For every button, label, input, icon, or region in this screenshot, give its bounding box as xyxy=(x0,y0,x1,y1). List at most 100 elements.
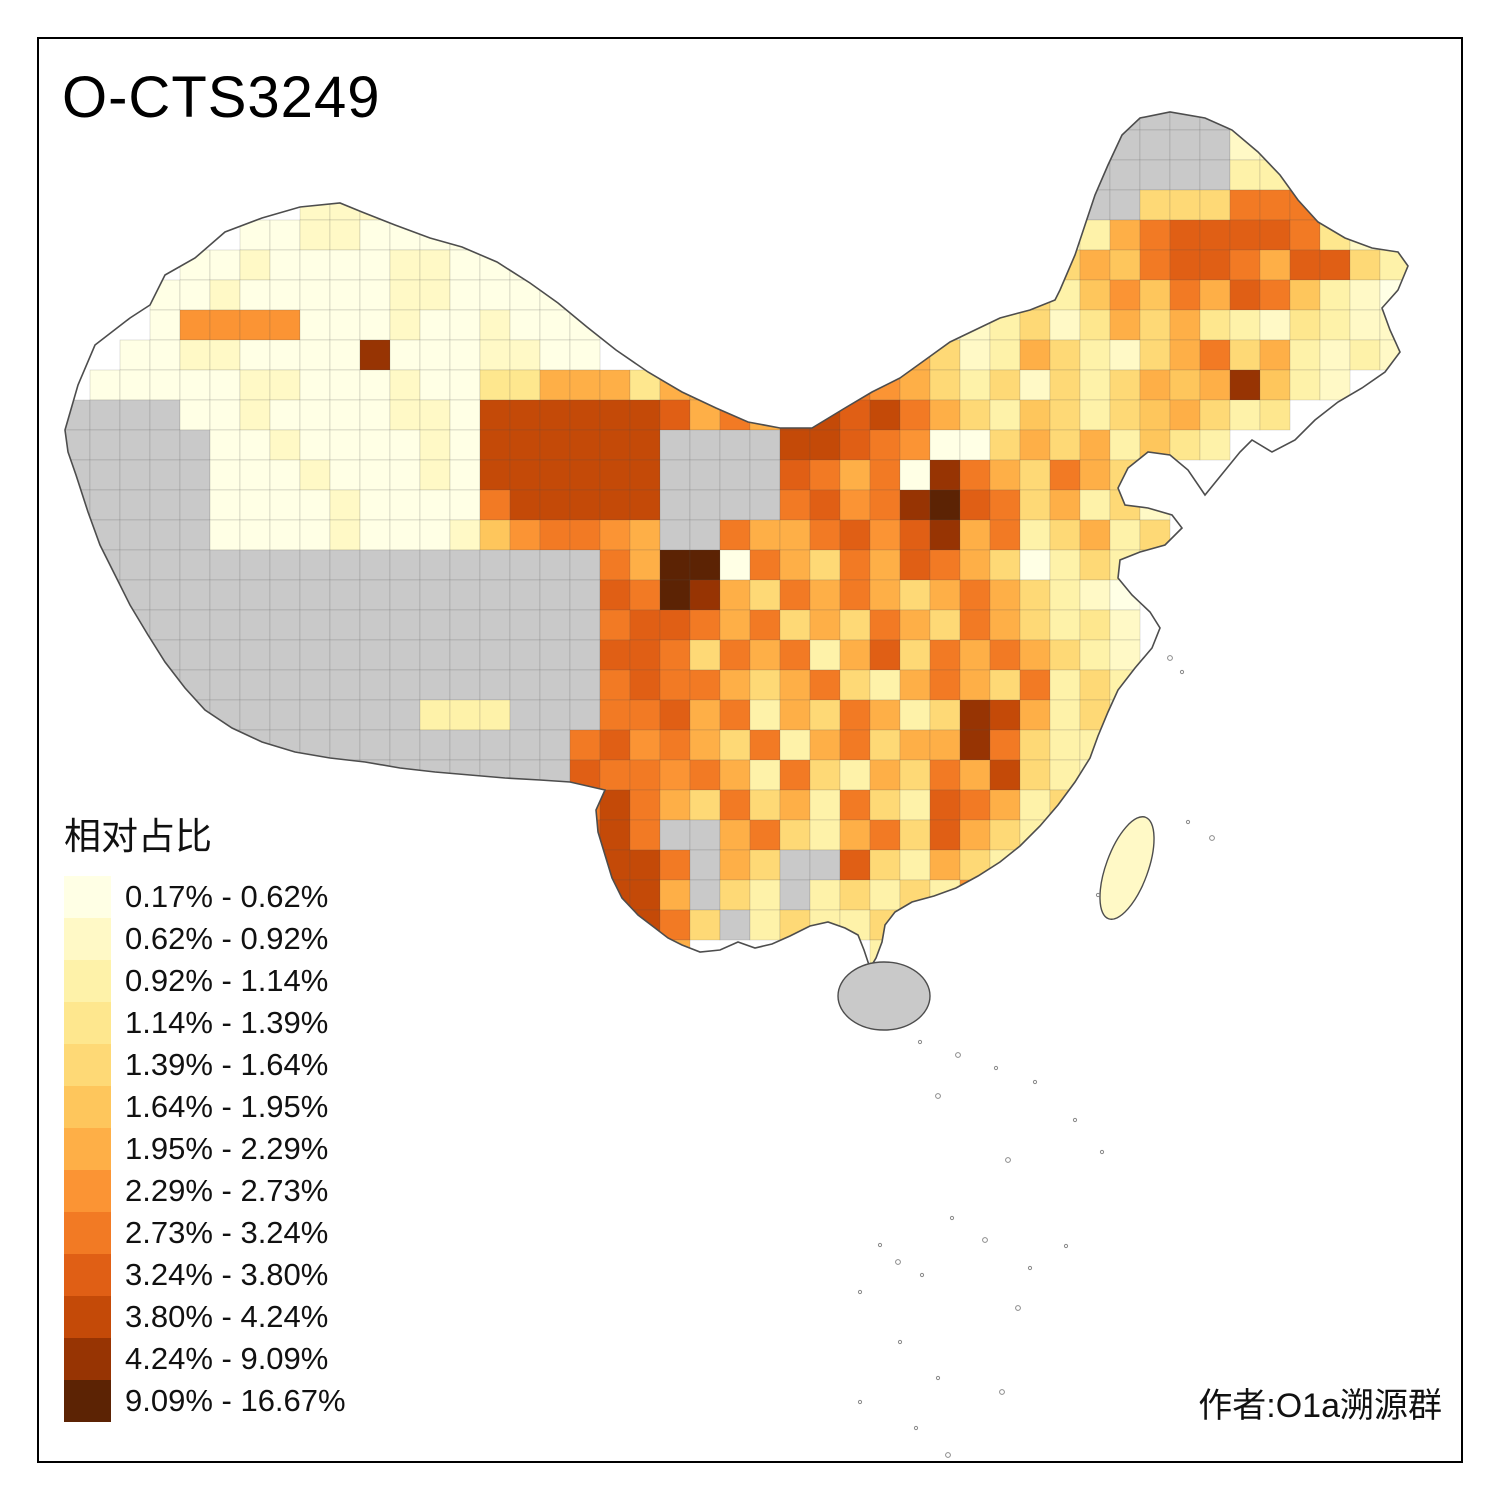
prefecture-cell xyxy=(1079,429,1111,461)
prefecture-cell xyxy=(419,489,451,521)
prefecture-cell xyxy=(749,489,781,521)
prefecture-cell xyxy=(989,339,1021,371)
prefecture-cell xyxy=(1019,879,1051,911)
prefecture-cell xyxy=(1049,549,1081,581)
legend-swatch xyxy=(64,1044,111,1086)
prefecture-cell xyxy=(779,879,811,911)
prefecture-cell xyxy=(1199,309,1231,341)
prefecture-cell xyxy=(269,219,301,251)
prefecture-cell xyxy=(539,519,571,551)
prefecture-cell xyxy=(569,459,601,491)
prefecture-cell xyxy=(809,669,841,701)
prefecture-cell xyxy=(179,519,211,551)
prefecture-cell xyxy=(389,669,421,701)
prefecture-cell xyxy=(869,789,901,821)
prefecture-cell xyxy=(539,729,571,761)
prefecture-cell xyxy=(419,579,451,611)
prefecture-cell xyxy=(1169,339,1201,371)
prefecture-cell xyxy=(329,489,361,521)
prefecture-cell xyxy=(1079,112,1111,131)
prefecture-cell xyxy=(779,579,811,611)
prefecture-cell xyxy=(659,939,691,968)
prefecture-cell xyxy=(119,549,151,581)
prefecture-cell xyxy=(65,519,91,551)
map-title: O-CTS3249 xyxy=(62,65,381,130)
prefecture-cell xyxy=(1169,189,1201,221)
prefecture-cell xyxy=(179,369,211,401)
prefecture-cell xyxy=(1019,489,1051,521)
prefecture-cell xyxy=(689,429,721,461)
prefecture-cell xyxy=(149,369,181,401)
prefecture-cell xyxy=(1259,129,1291,161)
prefecture-cell xyxy=(239,429,271,461)
prefecture-cell xyxy=(599,639,631,671)
prefecture-cell xyxy=(1199,189,1231,221)
prefecture-cell xyxy=(779,489,811,521)
prefecture-cell xyxy=(1019,459,1051,491)
prefecture-cell xyxy=(1199,129,1231,161)
legend-item: 2.73% - 3.24% xyxy=(64,1212,346,1254)
prefecture-cell xyxy=(1019,429,1051,461)
prefecture-cell xyxy=(689,849,721,881)
prefecture-cell xyxy=(599,819,631,851)
prefecture-cell xyxy=(989,489,1021,521)
prefecture-cell xyxy=(899,669,931,701)
prefecture-cell xyxy=(719,669,751,701)
prefecture-cell xyxy=(389,579,421,611)
prefecture-cell xyxy=(1259,219,1291,251)
prefecture-cell xyxy=(989,759,1021,791)
prefecture-cell xyxy=(749,459,781,491)
prefecture-cell xyxy=(209,729,241,761)
prefecture-cell xyxy=(989,579,1021,611)
prefecture-cell xyxy=(299,489,331,521)
prefecture-cell xyxy=(479,699,511,731)
prefecture-cell xyxy=(1139,309,1171,341)
prefecture-cell xyxy=(449,579,481,611)
prefecture-cell xyxy=(989,429,1021,461)
prefecture-cell xyxy=(839,759,871,791)
prefecture-cell xyxy=(989,399,1021,431)
prefecture-cell xyxy=(389,429,421,461)
legend-swatch xyxy=(64,1338,111,1380)
prefecture-cell xyxy=(389,309,421,341)
prefecture-cell xyxy=(449,669,481,701)
prefecture-cell xyxy=(569,699,601,731)
prefecture-cell xyxy=(419,759,451,791)
prefecture-cell xyxy=(1319,369,1351,401)
prefecture-cell xyxy=(719,429,751,461)
prefecture-cell xyxy=(179,699,211,731)
prefecture-cell xyxy=(929,519,961,551)
prefecture-cell xyxy=(1079,669,1111,701)
prefecture-cell xyxy=(749,579,781,611)
prefecture-cell xyxy=(389,279,421,311)
prefecture-cell xyxy=(1049,639,1081,671)
prefecture-cell xyxy=(149,309,181,341)
prefecture-cell xyxy=(119,699,151,731)
islet-dot xyxy=(895,1259,901,1265)
legend-label: 1.39% - 1.64% xyxy=(125,1047,329,1082)
prefecture-cell xyxy=(509,519,541,551)
prefecture-cell xyxy=(839,729,871,761)
prefecture-cell xyxy=(959,279,991,311)
prefecture-cell xyxy=(359,429,391,461)
prefecture-cell xyxy=(1079,789,1111,821)
legend-swatch xyxy=(64,1002,111,1044)
prefecture-cell xyxy=(359,489,391,521)
prefecture-cell xyxy=(839,429,871,461)
prefecture-cell xyxy=(239,369,271,401)
prefecture-cell xyxy=(1049,819,1081,851)
prefecture-cell xyxy=(659,429,691,461)
prefecture-cell xyxy=(329,219,361,251)
prefecture-cell xyxy=(629,669,661,701)
prefecture-cell xyxy=(689,819,721,851)
prefecture-cell xyxy=(1229,189,1261,221)
prefecture-cell xyxy=(749,759,781,791)
prefecture-cell xyxy=(299,519,331,551)
prefecture-cell xyxy=(779,759,811,791)
prefecture-cell xyxy=(959,429,991,461)
legend-label: 4.24% - 9.09% xyxy=(125,1341,329,1376)
prefecture-cell xyxy=(929,609,961,641)
prefecture-cell xyxy=(209,429,241,461)
prefecture-cell xyxy=(1079,129,1111,161)
